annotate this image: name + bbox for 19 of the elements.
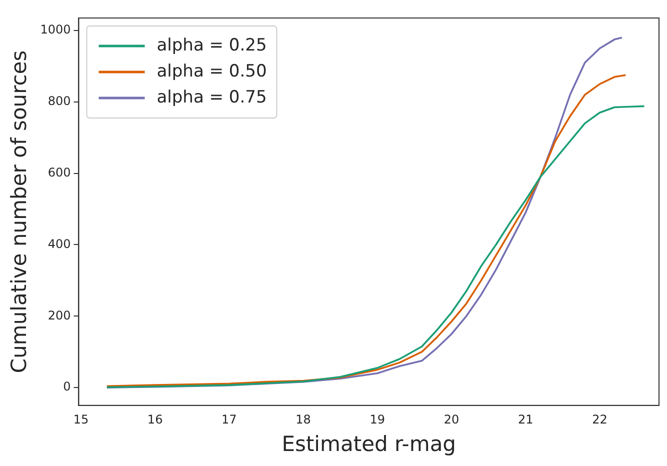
x-axis-title: Estimated r-mag bbox=[282, 432, 456, 456]
x-tick-label: 20 bbox=[444, 412, 460, 427]
y-tick-label: 200 bbox=[48, 308, 71, 322]
x-tick-label: 17 bbox=[222, 412, 237, 427]
x-tick-label: 18 bbox=[296, 412, 311, 427]
legend-label: alpha = 0.75 bbox=[156, 87, 267, 108]
y-tick-label: 1000 bbox=[40, 22, 71, 37]
x-tick-label: 22 bbox=[592, 412, 608, 427]
y-tick-label: 400 bbox=[48, 236, 71, 251]
y-tick-label: 800 bbox=[48, 94, 71, 108]
y-axis-title: Cumulative number of sources bbox=[7, 50, 32, 374]
legend-label: alpha = 0.50 bbox=[156, 61, 267, 82]
y-tick-label: 600 bbox=[48, 165, 71, 180]
x-tick-label: 15 bbox=[73, 412, 89, 427]
legend-label: alpha = 0.25 bbox=[156, 35, 267, 56]
y-tick-label: 0 bbox=[63, 380, 71, 394]
x-tick-label: 16 bbox=[147, 412, 163, 427]
x-tick-label: 19 bbox=[370, 412, 386, 427]
x-tick-label: 21 bbox=[518, 412, 534, 427]
